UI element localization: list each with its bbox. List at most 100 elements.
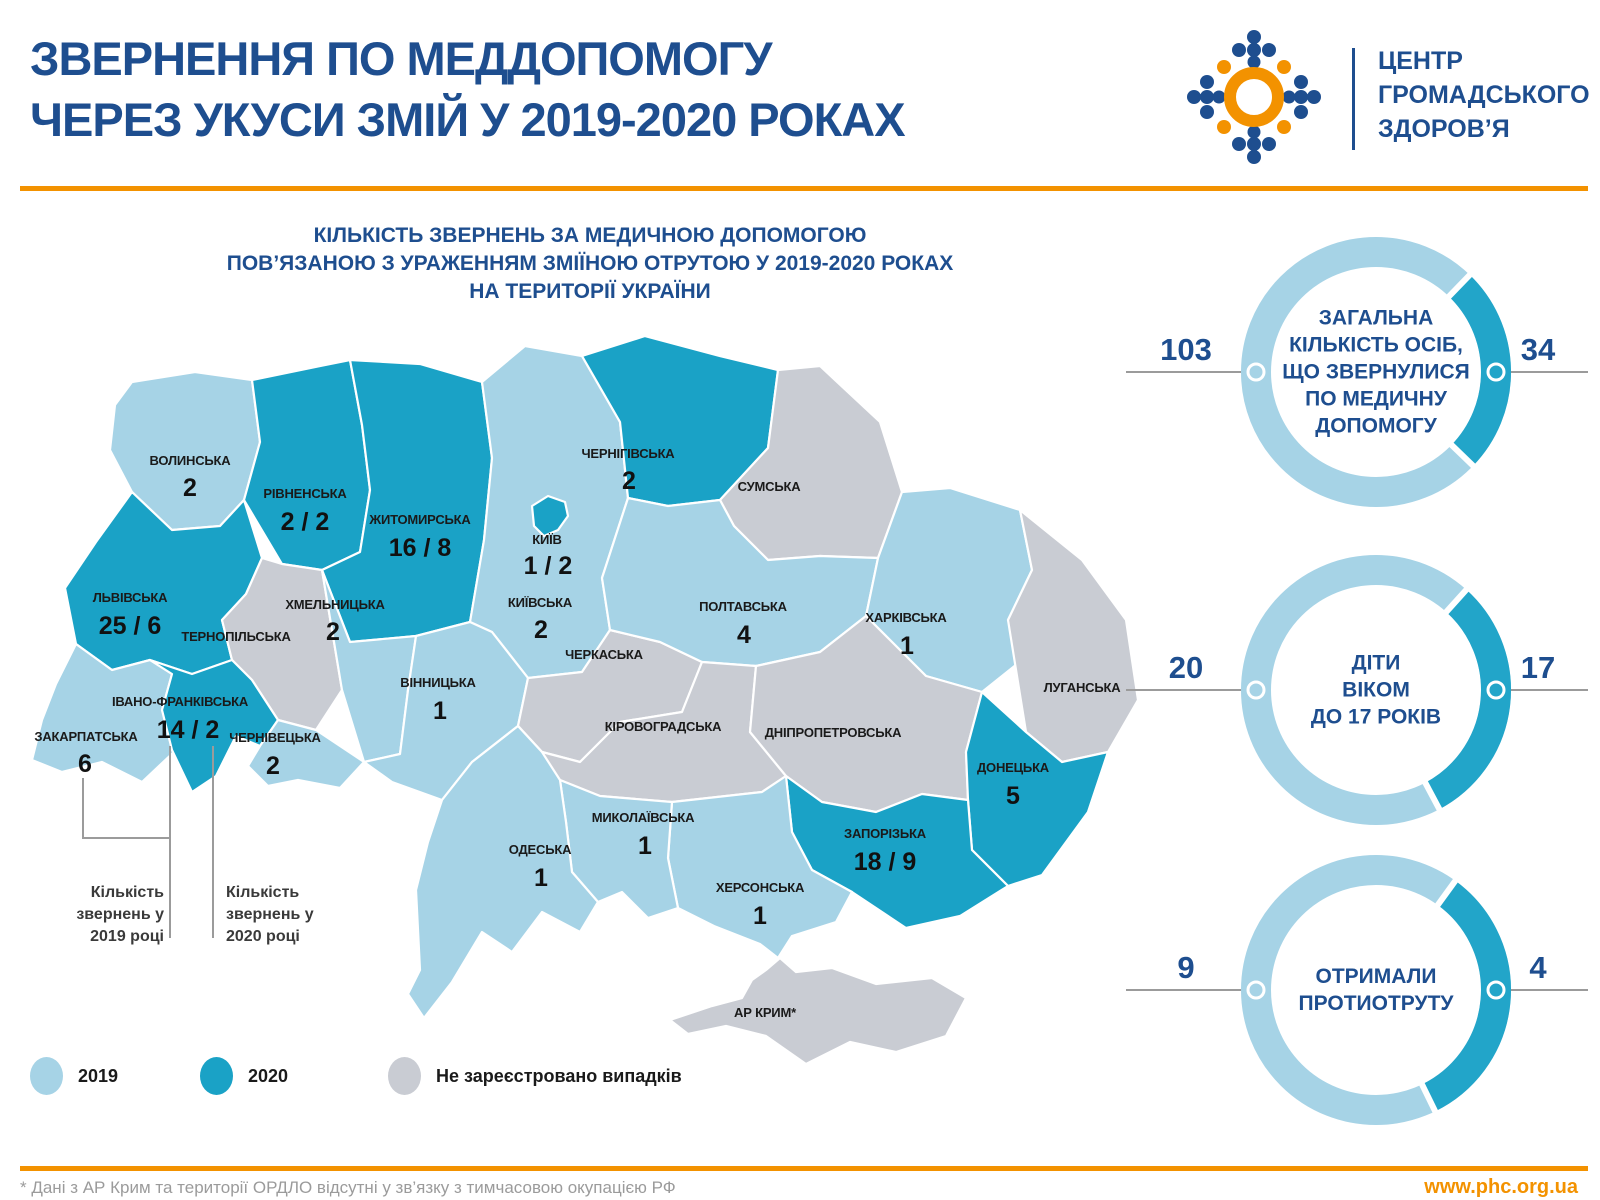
callout-label-2020: Кількість звернень у 2020 році xyxy=(226,884,314,945)
donut-total-chart xyxy=(1241,237,1511,507)
donut-antivenom-label: ОТРИМАЛИ ПРОТИОТРУТУ xyxy=(1298,965,1454,1015)
donut-total-label: ЗАГАЛЬНА КІЛЬКІСТЬ ОСІБ, ЩО ЗВЕРНУЛИСЯ П… xyxy=(1282,306,1470,438)
donut-antivenom-left-value: 9 xyxy=(1177,950,1195,985)
legend-label-2019: 2019 xyxy=(78,1065,119,1086)
region-khmelnytska-value: 2 xyxy=(326,618,340,646)
donut-total-marker-2020 xyxy=(1486,362,1506,382)
region-krym-label: АР КРИМ* xyxy=(734,1005,797,1020)
map-title: КІЛЬКІСТЬ ЗВЕРНЕНЬ ЗА МЕДИЧНОЮ ДОПОМОГОЮ… xyxy=(160,222,1020,306)
region-donetska-label: ДОНЕЦЬКА xyxy=(977,760,1050,775)
website-link[interactable]: www.phc.org.ua xyxy=(1424,1176,1578,1198)
region-khersonska-value: 1 xyxy=(753,902,767,930)
donut-antivenom: ОТРИМАЛИ ПРОТИОТРУТУ xyxy=(1226,840,1526,1140)
region-chernihivska-value: 2 xyxy=(622,467,636,495)
legend-swatch-2019 xyxy=(30,1057,63,1095)
region-odeska-shape xyxy=(406,724,600,1020)
region-chernihivska-label: ЧЕРНІГІВСЬКА xyxy=(581,446,675,461)
page-title-line1: ЗВЕРНЕННЯ ПО МЕДДОПОМОГУ xyxy=(30,32,772,85)
donut-children-chart xyxy=(1241,555,1511,825)
page-title: ЗВЕРНЕННЯ ПО МЕДДОПОМОГУ ЧЕРЕЗ УКУСИ ЗМІ… xyxy=(30,28,906,150)
legend-label-2020: 2020 xyxy=(248,1065,289,1086)
donut-antivenom-arc-2020 xyxy=(1421,880,1511,1112)
logo-divider xyxy=(1352,48,1355,150)
logo-org-line2: ГРОМАДСЬКОГО xyxy=(1378,81,1590,109)
legend-item-none: Не зареєстровано випадків xyxy=(388,1056,682,1096)
donut-children-gap-start xyxy=(1440,583,1472,618)
region-cherkaska-label: ЧЕРКАСЬКА xyxy=(565,647,644,662)
region-odeska-value: 1 xyxy=(534,864,548,892)
region-poltavska-label: ПОЛТАВСЬКА xyxy=(699,599,788,614)
region-chernivetska-value: 2 xyxy=(266,752,280,780)
donut-children-left-value: 20 xyxy=(1168,650,1204,685)
region-ternopilska-label: ТЕРНОПІЛЬСЬКА xyxy=(181,629,291,644)
header-rule xyxy=(20,186,1588,191)
region-lvivska-label: ЛЬВІВСЬКА xyxy=(93,590,168,605)
region-ivano-frankivska-label: ІВАНО-ФРАНКІВСЬКА xyxy=(112,694,249,709)
region-odeska-label: ОДЕСЬКА xyxy=(509,842,572,857)
donut-antivenom-right-line xyxy=(1494,989,1588,991)
legend-item-2020: 2020 xyxy=(200,1056,288,1096)
donut-total: ЗАГАЛЬНА КІЛЬКІСТЬ ОСІБ, ЩО ЗВЕРНУЛИСЯ П… xyxy=(1226,222,1526,522)
page-title-line2: ЧЕРЕЗ УКУСИ ЗМІЙ У 2019-2020 РОКАХ xyxy=(30,93,906,146)
donut-children-marker-2020 xyxy=(1486,680,1506,700)
region-zakarpatska-label: ЗАКАРПАТСЬКА xyxy=(34,729,138,744)
donut-antivenom-left-line xyxy=(1126,989,1258,991)
donut-children-right-line xyxy=(1494,689,1588,691)
region-kyiv-city-label: КИЇВ xyxy=(532,532,561,547)
donut-children-left-line xyxy=(1126,689,1258,691)
region-kharkivska-label: ХАРКІВСЬКА xyxy=(865,610,947,625)
legend-item-2019: 2019 xyxy=(30,1056,118,1096)
map-title-line1: КІЛЬКІСТЬ ЗВЕРНЕНЬ ЗА МЕДИЧНОЮ ДОПОМОГОЮ xyxy=(313,224,867,247)
region-zhytomyrska-label: ЖИТОМИРСЬКА xyxy=(368,512,471,527)
region-volynska-value: 2 xyxy=(183,474,197,502)
donut-children-label: ДІТИ ВІКОМ ДО 17 РОКІВ xyxy=(1310,651,1442,729)
donut-total-gap-start xyxy=(1443,269,1476,303)
region-lvivska-value: 25 / 6 xyxy=(99,612,162,640)
phc-logo: ЦЕНТР ГРОМАДСЬКОГО ЗДОРОВ’Я xyxy=(1156,12,1590,182)
region-dnipropetrovska-label: ДНІПРОПЕТРОВСЬКА xyxy=(765,725,902,740)
region-zaporizka-value: 18 / 9 xyxy=(854,848,917,876)
region-luhanska-label: ЛУГАНСЬКА xyxy=(1044,680,1122,695)
donut-antivenom-right-value: 4 xyxy=(1529,950,1547,985)
logo-org-name: ЦЕНТР ГРОМАДСЬКОГО ЗДОРОВ’Я xyxy=(1378,44,1590,146)
logo-org-line1: ЦЕНТР xyxy=(1378,47,1463,75)
region-sumska-label: СУМСЬКА xyxy=(738,479,802,494)
donut-total-right-value: 34 xyxy=(1520,332,1556,367)
region-poltavska-value: 4 xyxy=(737,621,751,649)
donut-children-right-value: 17 xyxy=(1520,650,1556,685)
region-rivnenska-label: РІВНЕНСЬКА xyxy=(263,486,347,501)
donut-total-marker-2019 xyxy=(1246,362,1266,382)
region-mykolaivska-label: МИКОЛАЇВСЬКА xyxy=(592,810,695,825)
callout-label-2019: Кількість звернень у 2019 році xyxy=(76,884,164,945)
region-ivano-frankivska-value: 14 / 2 xyxy=(157,716,220,744)
region-zhytomyrska-value: 16 / 8 xyxy=(389,534,452,562)
donut-total-gap-end xyxy=(1445,439,1479,472)
ukraine-map: ВОЛИНСЬКА 2 РІВНЕНСЬКА 2 / 2 ЖИТОМИРСЬКА… xyxy=(30,334,1140,1066)
donut-antivenom-gap-start xyxy=(1432,874,1461,911)
region-vinnytska-label: ВІННИЦЬКА xyxy=(400,675,476,690)
legend-swatch-2020 xyxy=(200,1057,233,1095)
region-vinnytska-value: 1 xyxy=(433,697,447,725)
donut-antivenom-marker-2020 xyxy=(1486,980,1506,1000)
region-kyivska-value: 2 xyxy=(534,616,548,644)
donut-children: ДІТИ ВІКОМ ДО 17 РОКІВ xyxy=(1226,540,1526,840)
region-rivnenska-shape xyxy=(242,358,372,572)
region-zaporizka-label: ЗАПОРІЗЬКА xyxy=(844,826,927,841)
region-khersonska-label: ХЕРСОНСЬКА xyxy=(716,880,805,895)
legend-swatch-none xyxy=(388,1057,421,1095)
donut-antivenom-chart xyxy=(1241,855,1511,1125)
donut-children-arc-2020 xyxy=(1425,589,1511,810)
region-kirovohradska-label: КІРОВОГРАДСЬКА xyxy=(605,719,722,734)
donut-children-marker-2019 xyxy=(1246,680,1266,700)
region-chernivetska-shape xyxy=(246,718,366,790)
donut-antivenom-gap-end xyxy=(1417,1078,1441,1118)
region-donetska-shape xyxy=(964,690,1110,888)
region-rivnenska-value: 2 / 2 xyxy=(281,508,330,536)
donut-antivenom-marker-2019 xyxy=(1246,980,1266,1000)
map-title-line3: НА ТЕРИТОРІЇ УКРАЇНИ xyxy=(469,280,711,303)
donut-children-gap-end xyxy=(1420,776,1445,816)
region-kyivska-label: КИЇВСЬКА xyxy=(508,595,573,610)
footnote: * Дані з АР Крим та території ОРДЛО відс… xyxy=(20,1178,676,1197)
map-title-line2: ПОВ’ЯЗАНОЮ З УРАЖЕННЯМ ЗМІЇНОЮ ОТРУТОЮ У… xyxy=(226,252,954,275)
region-mykolaivska-value: 1 xyxy=(638,832,652,860)
